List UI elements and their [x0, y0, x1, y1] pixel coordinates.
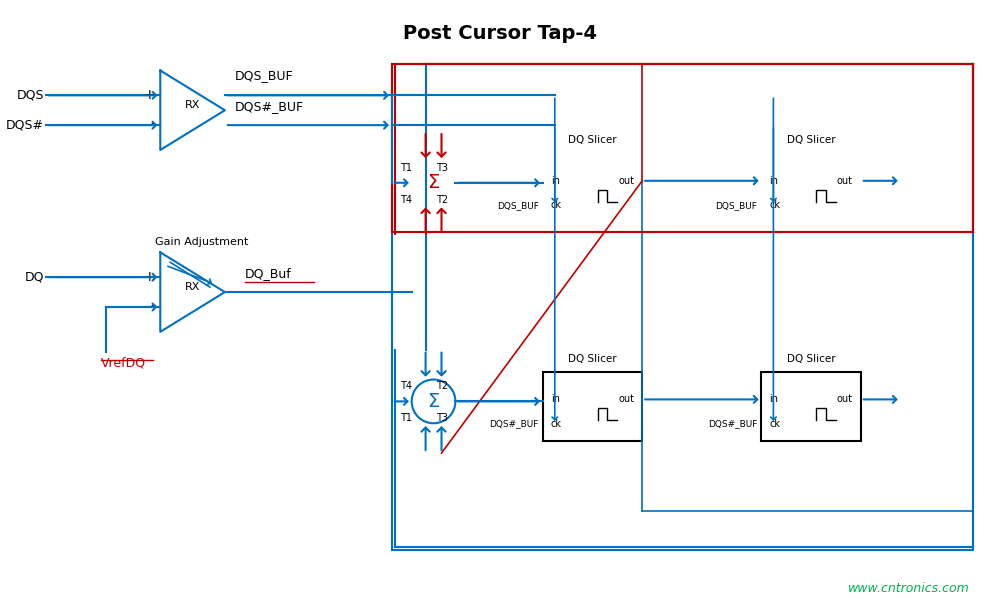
Text: RX: RX	[185, 100, 200, 110]
Text: T3: T3	[435, 413, 447, 424]
Text: +: +	[144, 270, 155, 284]
Text: out: out	[618, 176, 634, 186]
Text: DQ Slicer: DQ Slicer	[787, 135, 836, 145]
FancyBboxPatch shape	[543, 153, 642, 223]
Text: RX: RX	[185, 282, 200, 292]
Text: DQ Slicer: DQ Slicer	[787, 354, 836, 364]
Text: -: -	[150, 300, 155, 314]
Text: www.cntronics.com: www.cntronics.com	[849, 582, 970, 595]
Text: in: in	[551, 176, 560, 186]
Text: DQS#_BUF: DQS#_BUF	[489, 419, 539, 428]
Text: ck: ck	[551, 419, 562, 429]
Text: ck: ck	[769, 419, 780, 429]
Text: out: out	[618, 394, 634, 405]
FancyBboxPatch shape	[543, 371, 642, 441]
FancyBboxPatch shape	[761, 371, 861, 441]
Text: DQ_Buf: DQ_Buf	[245, 267, 291, 280]
FancyBboxPatch shape	[761, 153, 861, 223]
Text: $\Sigma$: $\Sigma$	[427, 173, 440, 192]
Text: in: in	[769, 394, 778, 405]
Text: in: in	[551, 394, 560, 405]
Text: +: +	[144, 88, 155, 102]
Text: T2: T2	[435, 195, 447, 204]
Text: DQS#_BUF: DQS#_BUF	[235, 100, 304, 113]
Text: T3: T3	[435, 163, 447, 173]
FancyBboxPatch shape	[392, 64, 973, 233]
Text: T4: T4	[400, 195, 412, 204]
Text: $\Sigma$: $\Sigma$	[427, 392, 440, 411]
Text: DQ: DQ	[25, 271, 44, 284]
Text: T2: T2	[435, 381, 447, 392]
Text: -: -	[150, 118, 155, 132]
Text: T1: T1	[400, 163, 412, 173]
Text: out: out	[837, 176, 853, 186]
Text: DQS_BUF: DQS_BUF	[497, 201, 539, 210]
Text: Post Cursor Tap-4: Post Cursor Tap-4	[404, 24, 597, 43]
Text: DQS_BUF: DQS_BUF	[235, 69, 293, 83]
Text: VrefDQ: VrefDQ	[100, 357, 146, 370]
Text: DQS: DQS	[17, 89, 44, 102]
Text: ck: ck	[551, 200, 562, 210]
FancyBboxPatch shape	[392, 64, 973, 550]
Text: T4: T4	[400, 381, 412, 392]
Text: out: out	[837, 394, 853, 405]
Text: DQ Slicer: DQ Slicer	[569, 135, 617, 145]
Text: in: in	[769, 176, 778, 186]
Text: DQ Slicer: DQ Slicer	[569, 354, 617, 364]
Text: DQS#_BUF: DQS#_BUF	[708, 419, 757, 428]
Text: DQS_BUF: DQS_BUF	[716, 201, 757, 210]
Text: T1: T1	[400, 413, 412, 424]
Text: ck: ck	[769, 200, 780, 210]
Text: Gain Adjustment: Gain Adjustment	[155, 237, 248, 247]
Text: DQS#: DQS#	[6, 119, 44, 132]
